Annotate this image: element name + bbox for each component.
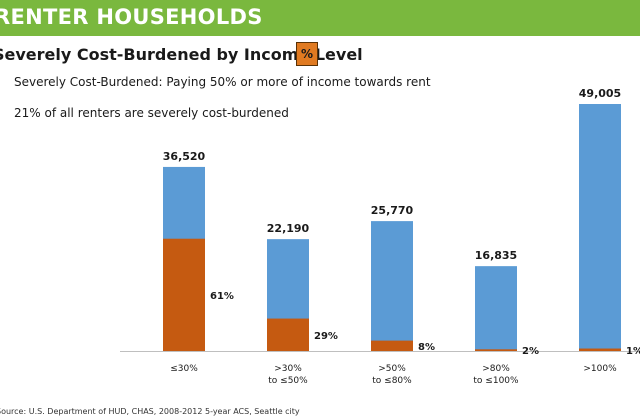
source-note: Source: U.S. Department of HUD, CHAS, 20… <box>0 407 300 416</box>
category-label: >100% <box>583 364 617 374</box>
bar-percent-label: 29% <box>314 331 338 342</box>
category-label: to ≤100% <box>473 376 519 386</box>
bar-percent-label: 2% <box>522 346 539 357</box>
bar-percent-label: 8% <box>418 342 435 353</box>
bar-total-label: 25,770 <box>371 204 414 217</box>
chart-title: Severely Cost-Burdened by Income Level <box>0 45 363 64</box>
category-label: ≤30% <box>170 364 198 374</box>
bar-severe <box>163 238 205 351</box>
category-label: >50% <box>378 364 406 374</box>
category-label: to ≤80% <box>372 376 412 386</box>
percent-badge: % <box>296 42 318 66</box>
bar-total <box>579 104 621 351</box>
bar-total <box>371 221 413 351</box>
bar-percent-label: 61% <box>210 291 234 302</box>
bar-total-label: 49,005 <box>579 87 621 100</box>
bar-severe <box>475 349 517 351</box>
header-title: RENTER HOUSEHOLDS <box>0 5 263 29</box>
header-banner: RENTER HOUSEHOLDS <box>0 0 640 36</box>
bar-total <box>475 266 517 351</box>
bar-severe <box>579 348 621 351</box>
bar-total-label: 16,835 <box>475 249 517 262</box>
category-label: >80% <box>482 364 510 374</box>
bar-percent-label: 1% <box>626 346 640 357</box>
bar-severe <box>371 340 413 351</box>
bar-total-label: 36,520 <box>163 150 206 163</box>
definition-note: Severely Cost-Burdened: Paying 50% or mo… <box>14 75 431 89</box>
bar-total-label: 22,190 <box>267 222 310 235</box>
bar-severe <box>267 318 309 351</box>
category-label: >30% <box>274 364 302 374</box>
summary-note: 21% of all renters are severely cost-bur… <box>14 106 289 120</box>
category-label: to ≤50% <box>268 376 308 386</box>
